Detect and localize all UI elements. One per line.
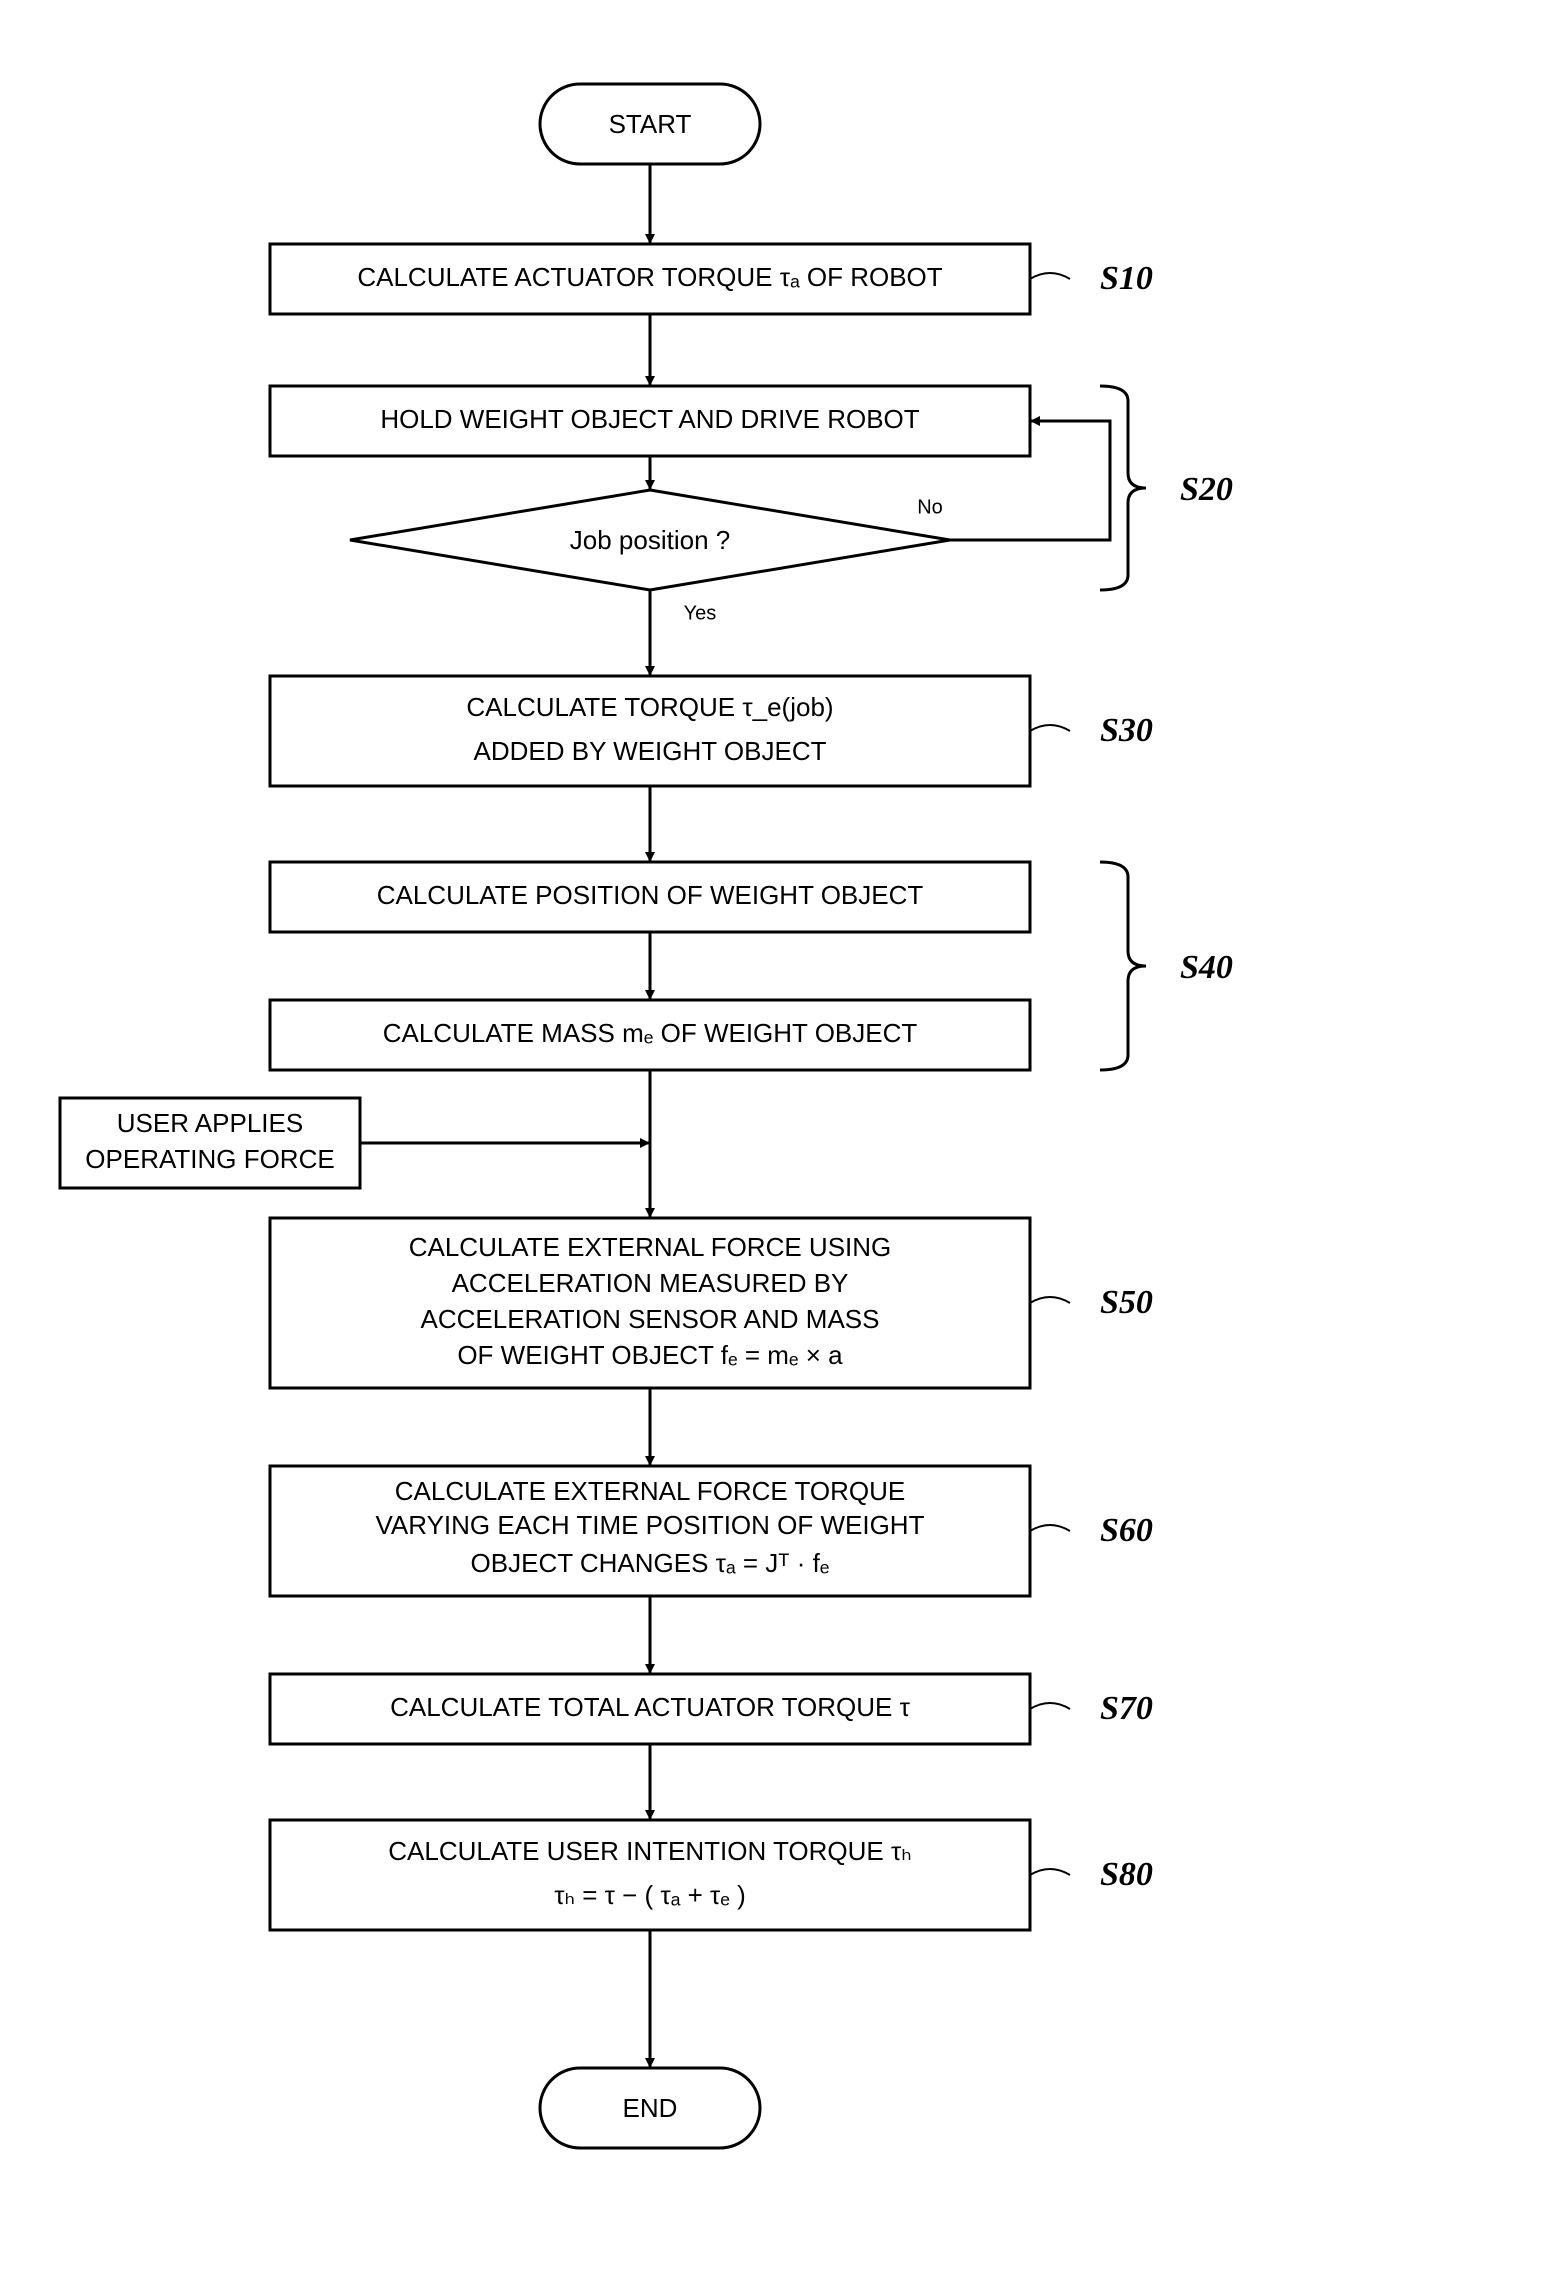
box-s40b: CALCULATE MASS mₑ OF WEIGHT OBJECT [270, 1000, 1030, 1070]
box-s40a-line0: CALCULATE POSITION OF WEIGHT OBJECT [377, 880, 924, 910]
box-user-line0: USER APPLIES [117, 1108, 303, 1138]
box-s50-line3: OF WEIGHT OBJECT fₑ = mₑ × a [457, 1340, 843, 1370]
label-s50-text: S50 [1100, 1284, 1153, 1321]
box-s60: CALCULATE EXTERNAL FORCE TORQUE VARYING E… [270, 1466, 1030, 1596]
end-terminal: END [540, 2068, 760, 2148]
box-s30: CALCULATE TORQUE τ_e(job) ADDED BY WEIGHT… [270, 676, 1030, 786]
box-user-line1: OPERATING FORCE [85, 1144, 334, 1174]
box-s60-line0: CALCULATE EXTERNAL FORCE TORQUE [395, 1476, 905, 1506]
box-s70-line0: CALCULATE TOTAL ACTUATOR TORQUE τ [390, 1692, 911, 1722]
label-s10: S10 [1030, 260, 1153, 297]
decision-yes: Yes [684, 602, 717, 624]
box-s10-line0: CALCULATE ACTUATOR TORQUE τₐ OF ROBOT [357, 262, 942, 292]
decision-no: No [917, 496, 943, 518]
label-s10-text: S10 [1100, 260, 1153, 297]
label-s30: S30 [1030, 712, 1153, 749]
label-s70: S70 [1030, 1690, 1153, 1727]
box-s70: CALCULATE TOTAL ACTUATOR TORQUE τ [270, 1674, 1030, 1744]
label-s60: S60 [1030, 1512, 1153, 1549]
label-s50: S50 [1030, 1284, 1153, 1321]
start-terminal: START [540, 84, 760, 164]
brace-s40: S40 [1100, 862, 1233, 1070]
box-s80-line0: CALCULATE USER INTENTION TORQUE τₕ [388, 1836, 912, 1866]
box-s60-line2: OBJECT CHANGES τₐ = Jᵀ · fₑ [471, 1548, 830, 1578]
box-s40b-line0: CALCULATE MASS mₑ OF WEIGHT OBJECT [383, 1018, 918, 1048]
box-s40a: CALCULATE POSITION OF WEIGHT OBJECT [270, 862, 1030, 932]
box-s50-line1: ACCELERATION MEASURED BY [452, 1268, 849, 1298]
label-s80: S80 [1030, 1856, 1153, 1893]
brace-s20-label: S20 [1180, 471, 1233, 508]
label-s80-text: S80 [1100, 1856, 1153, 1893]
decision-text: Job position ? [570, 525, 730, 555]
box-s80-line1: τₕ = τ − ( τₐ + τₑ ) [554, 1880, 746, 1910]
end-label: END [623, 2093, 678, 2123]
brace-s40-label: S40 [1180, 949, 1233, 986]
box-s30-line1: ADDED BY WEIGHT OBJECT [474, 736, 827, 766]
box-s10: CALCULATE ACTUATOR TORQUE τₐ OF ROBOT [270, 244, 1030, 314]
box-s30-line0: CALCULATE TORQUE τ_e(job) [466, 692, 833, 722]
box-s20a: HOLD WEIGHT OBJECT AND DRIVE ROBOT [270, 386, 1030, 456]
box-s50: CALCULATE EXTERNAL FORCE USING ACCELERATI… [270, 1218, 1030, 1388]
label-s30-text: S30 [1100, 712, 1153, 749]
box-s50-line0: CALCULATE EXTERNAL FORCE USING [409, 1232, 892, 1262]
brace-s20: S20 [1100, 386, 1233, 590]
start-label: START [609, 109, 692, 139]
box-s20a-line0: HOLD WEIGHT OBJECT AND DRIVE ROBOT [380, 404, 919, 434]
box-s80: CALCULATE USER INTENTION TORQUE τₕ τₕ = τ… [270, 1820, 1030, 1930]
box-s50-line2: ACCELERATION SENSOR AND MASS [421, 1304, 880, 1334]
box-s60-line1: VARYING EACH TIME POSITION OF WEIGHT [376, 1510, 925, 1540]
label-s70-text: S70 [1100, 1690, 1153, 1727]
label-s60-text: S60 [1100, 1512, 1153, 1549]
box-user: USER APPLIES OPERATING FORCE [60, 1098, 360, 1188]
